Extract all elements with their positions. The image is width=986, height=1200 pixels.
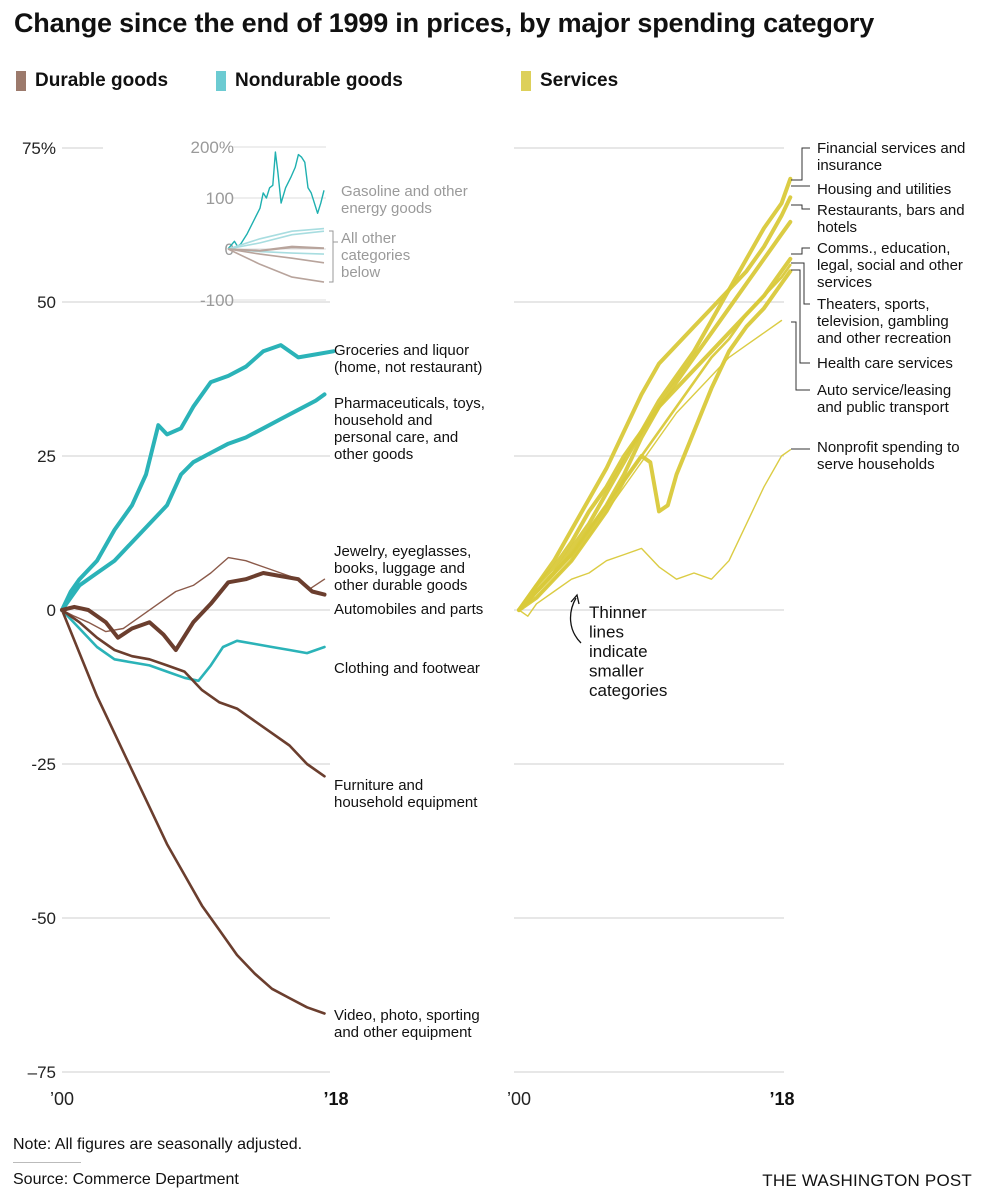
legend-services: Services	[521, 70, 618, 92]
inset-series-other	[227, 230, 325, 250]
publisher-credit: THE WASHINGTON POST	[762, 1171, 972, 1190]
services-series-labels: Financial services and insurance Housing a…	[791, 140, 965, 473]
label-clothing-and-footwear: Clothing and footwear	[334, 660, 480, 677]
legend-swatch	[521, 71, 531, 91]
services-series-lines	[517, 176, 793, 617]
inset-series-other	[227, 248, 325, 283]
x-tick-label: ’18	[769, 1089, 794, 1109]
y-tick-label: 50	[37, 293, 56, 312]
label-automobiles-and-parts: Automobiles and parts	[334, 601, 483, 618]
x-tick-label: ’18	[323, 1089, 348, 1109]
legend-swatch	[216, 71, 226, 91]
inset-y-tick-label: -100	[200, 291, 234, 310]
label-pharmaceuticals-toys-household-and-personal-care-and-other-goods: Pharmaceuticals, toys, household and perso…	[334, 395, 485, 463]
chart-note: Note: All figures are seasonally adjuste…	[13, 1136, 303, 1153]
chart-title: Change since the end of 1999 in prices, …	[14, 8, 875, 38]
series-jewelry-eyeglasses-books-luggage-and-other-durable-goods	[61, 556, 326, 633]
label-leader-line	[791, 147, 810, 181]
series-clothing-and-footwear	[60, 608, 326, 683]
y-axis-ticks: 75% 50 25 0 -25 -50 –75	[22, 139, 56, 1082]
annotation-arrowhead	[570, 593, 580, 605]
label-nonprofit-spending-to-serve-households: Nonprofit spending to serve households	[817, 439, 960, 473]
series-nonprofit-spending-to-serve-households	[518, 449, 791, 617]
inset-y-tick-label: 200%	[191, 138, 234, 157]
legend-label: Nondurable goods	[235, 70, 403, 91]
label-comms-education-legal-social-and-other-services: Comms., education, legal, social and othe…	[817, 240, 963, 291]
label-financial-services-and-insurance: Financial services and insurance	[817, 140, 965, 174]
x-tick-label: ’00	[507, 1089, 531, 1109]
series-housing-and-utilities	[517, 195, 793, 612]
inset-series-other	[227, 227, 325, 250]
series-automobiles-and-parts	[60, 571, 327, 652]
y-tick-label: –75	[28, 1063, 56, 1082]
label-leader-line	[791, 321, 810, 391]
goods-series-lines	[60, 343, 336, 1015]
label-housing-and-utilities: Housing and utilities	[817, 181, 951, 198]
legend-label: Durable goods	[35, 70, 169, 91]
label-restaurants-bars-and-hotels: Restaurants, bars and hotels	[817, 202, 965, 236]
series-health-care-services	[517, 269, 793, 612]
annotation-arrow	[569, 597, 582, 644]
right-panel-gridlines	[514, 147, 784, 1073]
chart-source: Source: Commerce Department	[13, 1171, 239, 1188]
legend-nondurable-goods: Nondurable goods	[216, 70, 403, 92]
label-auto-service-leasing-and-public-transport: Auto service/leasing and public transport	[817, 382, 951, 416]
y-tick-label: 0	[47, 601, 56, 620]
series-financial-services-and-insurance	[517, 176, 793, 612]
inset-series-gasoline-and-other-energy-goods	[227, 151, 325, 250]
chart-annotations: Thinner lines indicate smaller categories	[569, 593, 667, 700]
x-tick-label: ’00	[50, 1089, 74, 1109]
legend-durable-goods: Durable goods	[16, 70, 168, 92]
label-groceries-and-liquor-home-not-restaurant: Groceries and liquor (home, not restauran…	[334, 342, 482, 376]
label-leader-line	[791, 247, 810, 255]
x-axis-ticks: ’00 ’18 ’00 ’18	[50, 1089, 795, 1109]
left-panel-gridlines	[62, 147, 330, 1073]
footer-divider	[13, 1162, 81, 1163]
label-theaters-sports-television-gambling-and-other-recreation: Theaters, sports, television, gambling and…	[817, 296, 951, 347]
inset-series-other	[227, 246, 325, 252]
inset-label-gasoline: Gasoline and other energy goods	[341, 183, 468, 217]
goods-series-labels: Groceries and liquor (home, not restauran…	[334, 342, 485, 1041]
label-health-care-services: Health care services	[817, 355, 953, 372]
label-leader-line	[791, 204, 810, 210]
y-tick-label: 75%	[22, 139, 56, 158]
legend-swatch	[16, 71, 26, 91]
label-leader-line	[791, 269, 810, 364]
label-video-photo-sporting-and-other-equipment: Video, photo, sporting and other equipmen…	[334, 1007, 480, 1041]
series-groceries-and-liquor-home-not-restaurant	[60, 343, 336, 612]
series-comms-education-legal-social-and-other-services	[517, 256, 793, 612]
series-video-photo-sporting-and-other-equipment	[60, 608, 326, 1015]
series-furniture-and-household-equipment	[60, 608, 326, 778]
thin-lines-annotation: Thinner lines indicate smaller categories	[589, 603, 667, 700]
label-jewelry-eyeglasses-books-luggage-and-other-durable-goods: Jewelry, eyeglasses, books, luggage and ot…	[334, 543, 471, 594]
legend-label: Services	[540, 70, 619, 91]
y-tick-label: 25	[37, 447, 56, 466]
inset-series-other	[227, 248, 325, 264]
y-tick-label: -25	[31, 755, 56, 774]
inset-bracket	[329, 230, 334, 283]
inset-y-tick-label: 100	[206, 189, 234, 208]
label-leader-line	[791, 262, 810, 305]
y-tick-label: -50	[31, 909, 56, 928]
inset-label-other-categories: All other categories below	[341, 230, 410, 281]
label-furniture-and-household-equipment: Furniture and household equipment	[334, 777, 478, 811]
series-pharmaceuticals-toys-household-and-personal-care-and-other-goods	[60, 392, 327, 612]
